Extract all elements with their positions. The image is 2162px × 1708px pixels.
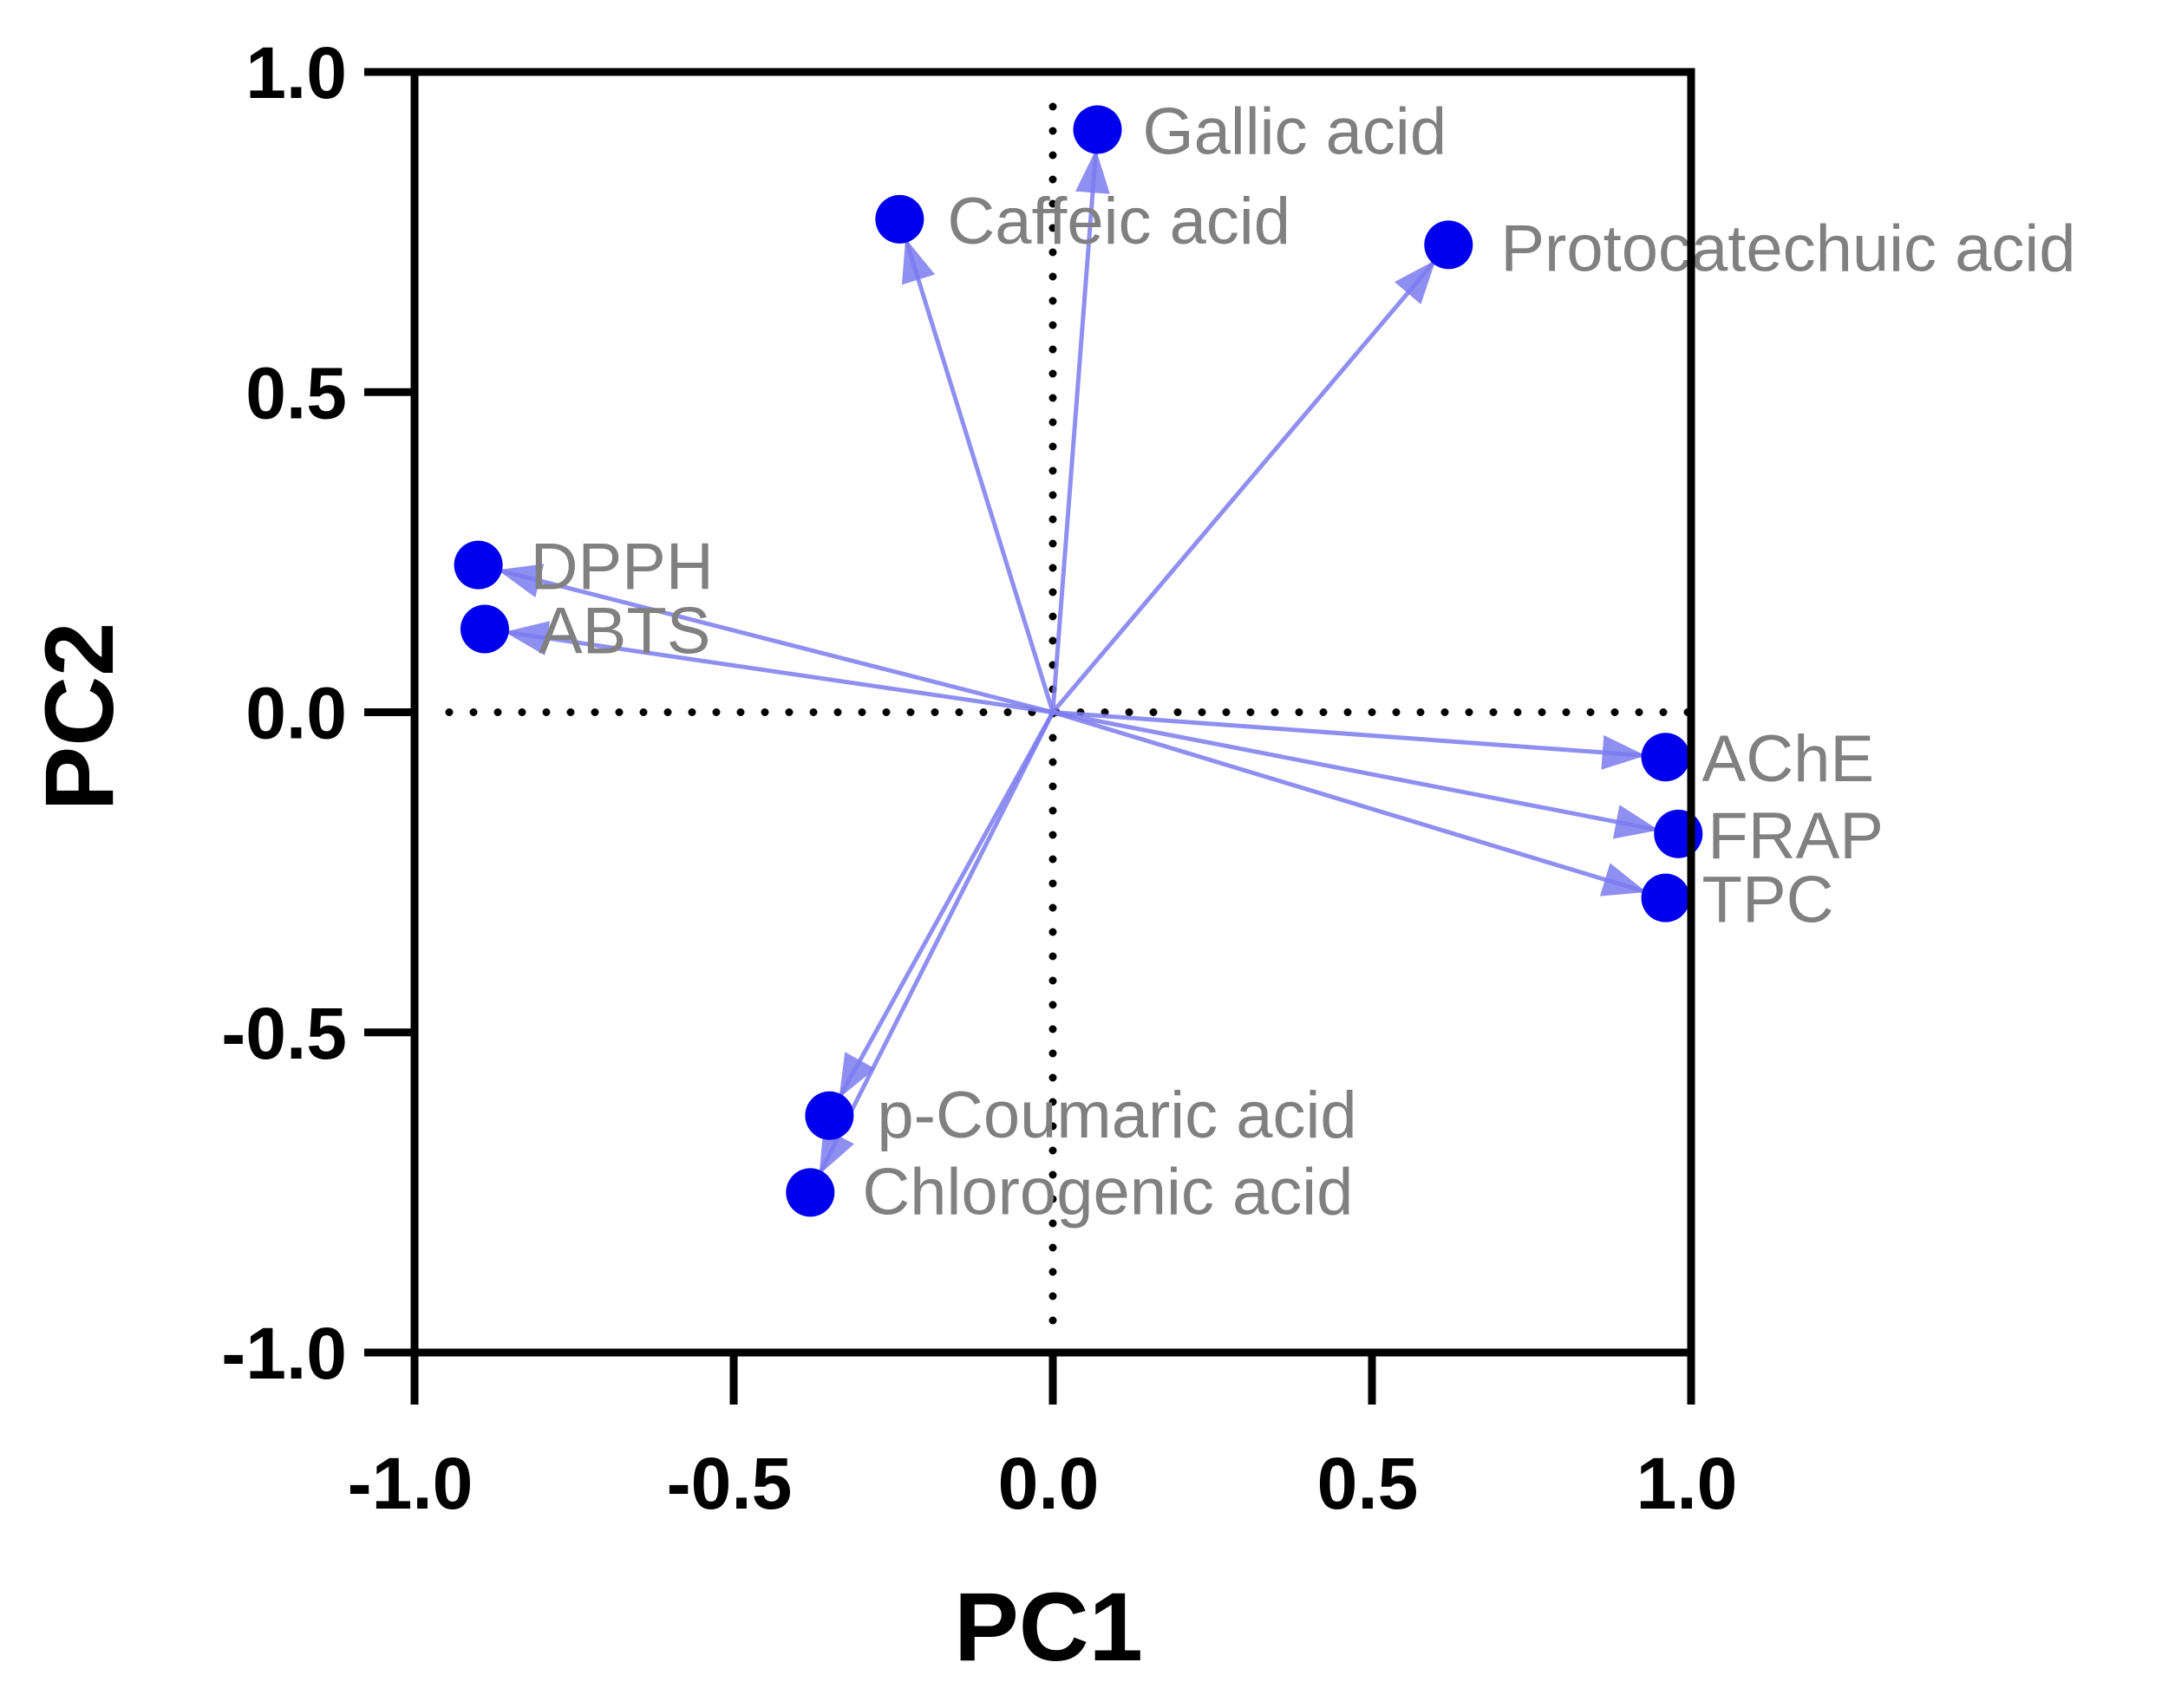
loading-arrow bbox=[504, 621, 1054, 714]
loading-arrow bbox=[1052, 710, 1659, 839]
loading-arrow bbox=[1051, 259, 1436, 714]
x-tick-label: -1.0 bbox=[348, 1443, 474, 1524]
x-tick-label: 0.0 bbox=[998, 1443, 1100, 1524]
loading-vectors bbox=[497, 149, 1659, 1175]
y-tick-label: -0.5 bbox=[221, 993, 347, 1074]
loading-arrow bbox=[1052, 710, 1646, 770]
data-point bbox=[805, 1091, 854, 1140]
y-tick-label: 1.0 bbox=[245, 32, 347, 114]
y-tick-label: -1.0 bbox=[221, 1313, 347, 1394]
loading-arrow bbox=[497, 564, 1054, 714]
loading-arrow bbox=[1050, 149, 1110, 713]
data-points bbox=[454, 105, 1703, 1217]
data-point bbox=[1654, 809, 1703, 858]
point-labels: Gallic acid Caffeic acid Protocatechuic ac… bbox=[531, 95, 2076, 1229]
data-point bbox=[1641, 873, 1690, 922]
data-point bbox=[786, 1168, 835, 1217]
point-label: ABTS bbox=[539, 594, 711, 668]
y-axis-ticks: 1.0 0.5 0.0 -0.5 -1.0 bbox=[221, 32, 415, 1394]
point-label: Chlorogenic acid bbox=[862, 1155, 1353, 1229]
loading-arrow bbox=[901, 238, 1055, 714]
point-label: Caffeic acid bbox=[947, 185, 1290, 258]
data-point bbox=[1073, 105, 1122, 154]
loading-arrow bbox=[839, 711, 1055, 1098]
data-point bbox=[875, 194, 924, 244]
x-tick-label: 1.0 bbox=[1636, 1443, 1738, 1524]
x-axis-title: PC1 bbox=[954, 1573, 1143, 1681]
x-axis-ticks: -1.0 -0.5 0.0 0.5 1.0 bbox=[348, 1353, 1738, 1524]
data-point bbox=[454, 540, 503, 590]
point-label: TPC bbox=[1702, 864, 1834, 937]
point-label: AChE bbox=[1702, 722, 1875, 796]
y-axis-title: PC2 bbox=[25, 623, 134, 812]
point-label: p-Coumaric acid bbox=[877, 1079, 1356, 1152]
y-tick-label: 0.5 bbox=[245, 352, 347, 434]
y-tick-label: 0.0 bbox=[245, 673, 347, 754]
data-point bbox=[1424, 220, 1473, 270]
loading-arrow bbox=[1052, 710, 1647, 896]
x-tick-label: 0.5 bbox=[1317, 1443, 1419, 1524]
point-label: Gallic acid bbox=[1143, 95, 1447, 168]
x-tick-label: -0.5 bbox=[667, 1443, 793, 1524]
point-label: Protocatechuic acid bbox=[1500, 212, 2075, 285]
data-point bbox=[1641, 733, 1690, 782]
point-label: DPPH bbox=[531, 531, 714, 604]
data-point bbox=[460, 604, 509, 654]
point-label: FRAP bbox=[1708, 799, 1884, 873]
loading-arrow bbox=[819, 711, 1055, 1175]
